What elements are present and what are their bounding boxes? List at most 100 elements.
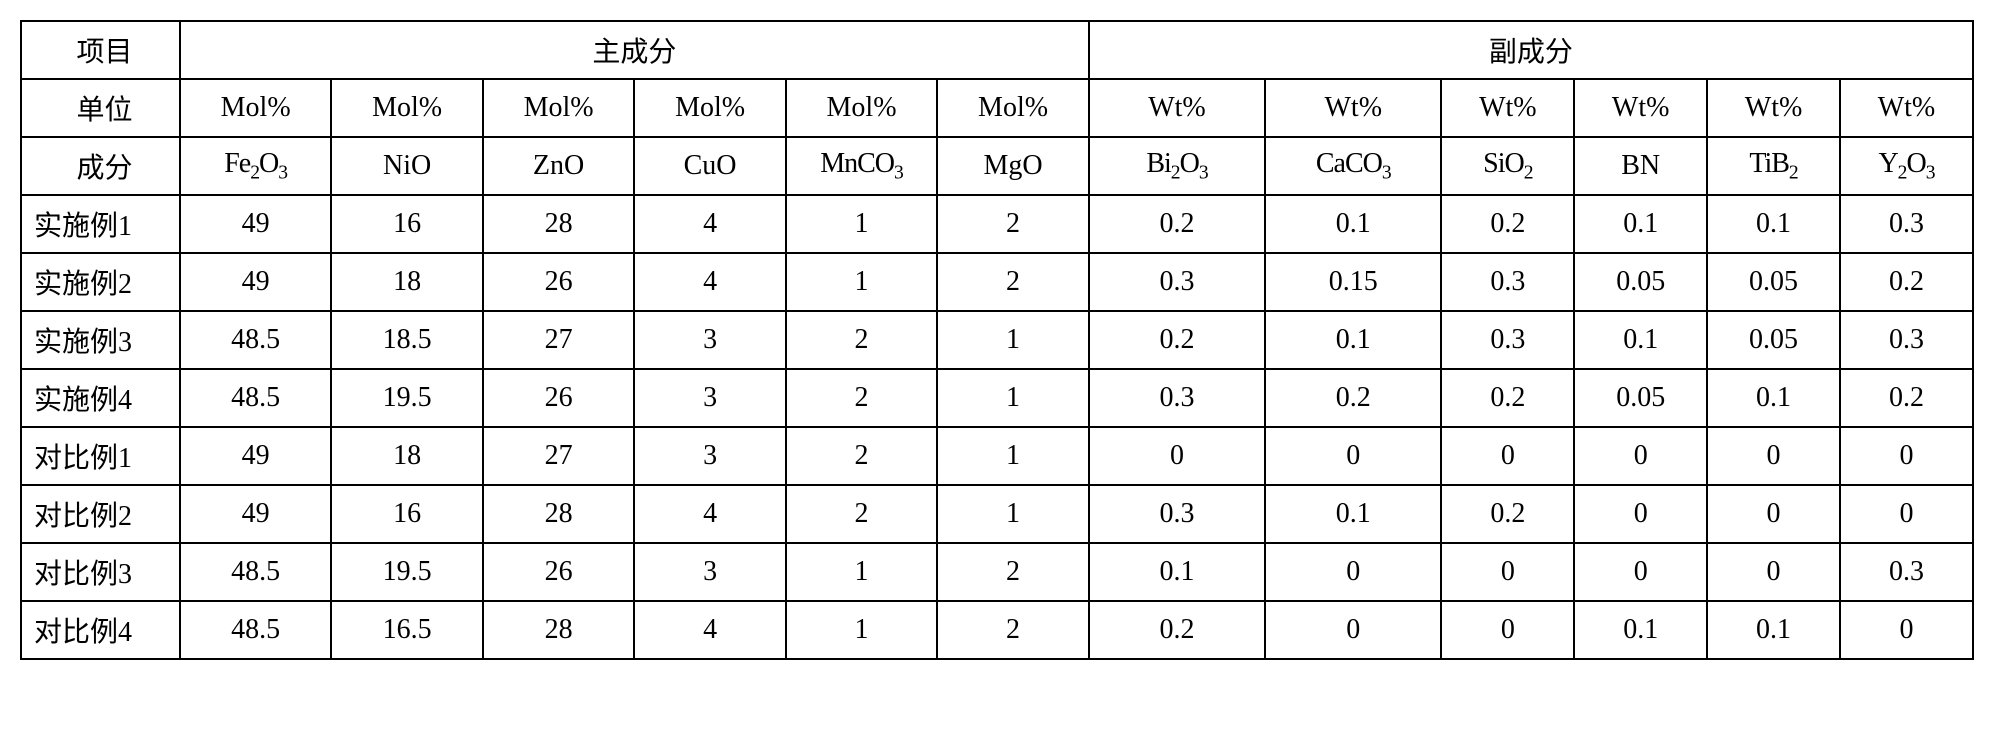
- header-row-units: 单位 Mol% Mol% Mol% Mol% Mol% Mol% Wt% Wt%…: [21, 79, 1973, 137]
- cell: 0.2: [1840, 369, 1973, 427]
- cell: 16: [331, 195, 482, 253]
- cell: 19.5: [331, 543, 482, 601]
- cell: 0.3: [1089, 485, 1265, 543]
- cell: 0.3: [1840, 543, 1973, 601]
- row-label: 对比例4: [21, 601, 180, 659]
- cell: 0.2: [1441, 369, 1574, 427]
- unit-sub-6: Wt%: [1840, 79, 1973, 137]
- cell: 4: [634, 601, 785, 659]
- unit-sub-1: Wt%: [1089, 79, 1265, 137]
- row-label: 实施例3: [21, 311, 180, 369]
- cell: 0.3: [1840, 311, 1973, 369]
- cell: 1: [786, 195, 937, 253]
- cell: 0.15: [1265, 253, 1441, 311]
- cell: 0: [1707, 427, 1840, 485]
- cell: 0.05: [1574, 369, 1707, 427]
- composition-table-container: 项目 主成分 副成分 单位 Mol% Mol% Mol% Mol% Mol% M…: [20, 20, 1974, 660]
- table-row: 实施例1 49 16 28 4 1 2 0.2 0.1 0.2 0.1 0.1 …: [21, 195, 1973, 253]
- cell: 2: [786, 311, 937, 369]
- cell: 0.1: [1265, 195, 1441, 253]
- unit-main-4: Mol%: [634, 79, 785, 137]
- cell: 0.3: [1441, 311, 1574, 369]
- cell: 0.3: [1089, 253, 1265, 311]
- component-mgo: MgO: [937, 137, 1089, 195]
- cell: 0: [1840, 601, 1973, 659]
- cell: 0.3: [1840, 195, 1973, 253]
- cell: 26: [483, 253, 634, 311]
- cell: 0: [1840, 427, 1973, 485]
- unit-main-2: Mol%: [331, 79, 482, 137]
- cell: 1: [786, 543, 937, 601]
- cell: 3: [634, 427, 785, 485]
- cell: 3: [634, 369, 785, 427]
- header-project: 项目: [21, 21, 180, 79]
- component-zno: ZnO: [483, 137, 634, 195]
- cell: 0: [1441, 543, 1574, 601]
- cell: 0.1: [1707, 369, 1840, 427]
- cell: 0.1: [1265, 311, 1441, 369]
- cell: 0.2: [1441, 195, 1574, 253]
- cell: 0.2: [1089, 195, 1265, 253]
- table-row: 对比例2 49 16 28 4 2 1 0.3 0.1 0.2 0 0 0: [21, 485, 1973, 543]
- cell: 0: [1707, 485, 1840, 543]
- cell: 0.3: [1441, 253, 1574, 311]
- cell: 0.2: [1089, 601, 1265, 659]
- cell: 0.2: [1840, 253, 1973, 311]
- unit-sub-5: Wt%: [1707, 79, 1840, 137]
- cell: 0: [1574, 427, 1707, 485]
- component-bi2o3: Bi2O3: [1089, 137, 1265, 195]
- header-row-groups: 项目 主成分 副成分: [21, 21, 1973, 79]
- cell: 26: [483, 543, 634, 601]
- cell: 4: [634, 195, 785, 253]
- unit-main-6: Mol%: [937, 79, 1089, 137]
- cell: 1: [937, 369, 1089, 427]
- cell: 0.05: [1574, 253, 1707, 311]
- header-unit-label: 单位: [21, 79, 180, 137]
- cell: 0: [1574, 485, 1707, 543]
- cell: 49: [180, 253, 331, 311]
- cell: 0.2: [1089, 311, 1265, 369]
- component-tib2: TiB2: [1707, 137, 1840, 195]
- table-row: 实施例3 48.5 18.5 27 3 2 1 0.2 0.1 0.3 0.1 …: [21, 311, 1973, 369]
- cell: 28: [483, 601, 634, 659]
- cell: 0.1: [1574, 601, 1707, 659]
- cell: 0.05: [1707, 311, 1840, 369]
- cell: 2: [937, 195, 1089, 253]
- cell: 28: [483, 485, 634, 543]
- cell: 2: [937, 601, 1089, 659]
- component-y2o3: Y2O3: [1840, 137, 1973, 195]
- row-label: 实施例4: [21, 369, 180, 427]
- unit-main-5: Mol%: [786, 79, 937, 137]
- component-caco3: CaCO3: [1265, 137, 1441, 195]
- cell: 0.1: [1707, 601, 1840, 659]
- cell: 18.5: [331, 311, 482, 369]
- cell: 19.5: [331, 369, 482, 427]
- cell: 26: [483, 369, 634, 427]
- cell: 0: [1265, 601, 1441, 659]
- cell: 4: [634, 485, 785, 543]
- cell: 0: [1265, 427, 1441, 485]
- header-sub-components: 副成分: [1089, 21, 1973, 79]
- cell: 2: [786, 369, 937, 427]
- cell: 0: [1441, 601, 1574, 659]
- cell: 0.05: [1707, 253, 1840, 311]
- component-bn: BN: [1574, 137, 1707, 195]
- cell: 49: [180, 427, 331, 485]
- cell: 0: [1707, 543, 1840, 601]
- cell: 0: [1089, 427, 1265, 485]
- header-row-components: 成分 Fe2O3 NiO ZnO CuO MnCO3 MgO Bi2O3 CaC…: [21, 137, 1973, 195]
- table-row: 对比例1 49 18 27 3 2 1 0 0 0 0 0 0: [21, 427, 1973, 485]
- unit-main-1: Mol%: [180, 79, 331, 137]
- cell: 0.3: [1089, 369, 1265, 427]
- row-label: 实施例2: [21, 253, 180, 311]
- cell: 2: [937, 253, 1089, 311]
- row-label: 对比例1: [21, 427, 180, 485]
- cell: 1: [786, 601, 937, 659]
- cell: 1: [937, 311, 1089, 369]
- unit-main-3: Mol%: [483, 79, 634, 137]
- cell: 3: [634, 543, 785, 601]
- table-row: 实施例4 48.5 19.5 26 3 2 1 0.3 0.2 0.2 0.05…: [21, 369, 1973, 427]
- component-sio2: SiO2: [1441, 137, 1574, 195]
- cell: 49: [180, 195, 331, 253]
- cell: 16.5: [331, 601, 482, 659]
